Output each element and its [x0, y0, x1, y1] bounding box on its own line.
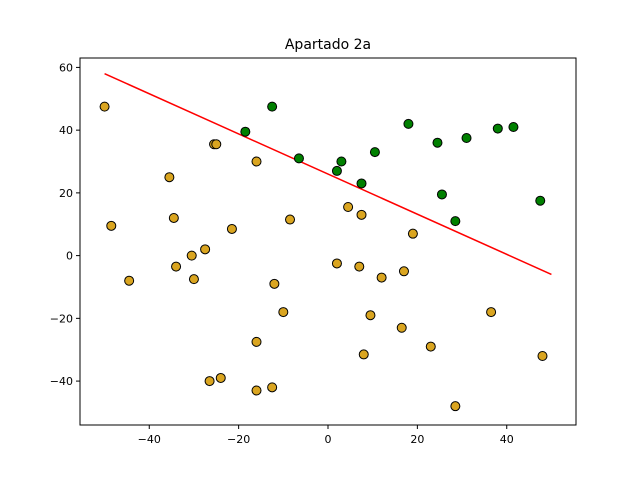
x-tick-label: 40 — [500, 433, 514, 446]
scatter-point — [285, 214, 296, 225]
scatter-point — [356, 178, 367, 189]
scatter-point — [450, 401, 461, 412]
scatter-point — [492, 123, 503, 134]
scatter-point — [106, 220, 117, 231]
scatter-point — [537, 350, 548, 361]
scatter-point — [336, 156, 347, 167]
scatter-point — [425, 341, 436, 352]
scatter-point — [164, 172, 175, 183]
scatter-point — [365, 310, 376, 321]
scatter-point — [450, 216, 461, 227]
scatter-point — [343, 201, 354, 212]
scatter-point — [226, 223, 237, 234]
scatter-point — [99, 101, 110, 112]
scatter-point — [403, 118, 414, 129]
x-tick-label: −40 — [138, 433, 161, 446]
scatter-point — [369, 147, 380, 158]
scatter-point — [171, 261, 182, 272]
scatter-point — [461, 132, 472, 143]
scatter-point — [251, 156, 262, 167]
y-tick-label: −20 — [50, 312, 73, 325]
x-tick-label: 20 — [410, 433, 424, 446]
x-tick-label: 0 — [325, 433, 332, 446]
scatter-point — [269, 278, 280, 289]
data-points — [99, 101, 548, 412]
scatter-point — [398, 266, 409, 277]
scatter-point — [376, 272, 387, 283]
scatter-point — [267, 382, 278, 393]
decision-line — [104, 72, 552, 276]
decision-boundary-layer — [104, 72, 552, 276]
axis-ticks: −40 −20 0 20 40 −40 −20 0 20 40 60 — [50, 61, 514, 446]
scatter-point — [436, 189, 447, 200]
scatter-point — [251, 336, 262, 347]
y-tick-label: 60 — [59, 61, 73, 74]
y-tick-label: 40 — [59, 124, 73, 137]
scatter-point — [508, 122, 519, 133]
scatter-point — [396, 322, 407, 333]
scatter-point — [278, 307, 289, 318]
scatter-point — [267, 101, 278, 112]
scatter-point — [240, 126, 251, 137]
y-tick-label: 20 — [59, 187, 73, 200]
scatter-point — [535, 195, 546, 206]
scatter-point — [215, 372, 226, 383]
x-tick-label: −20 — [227, 433, 250, 446]
plot-area-frame — [79, 57, 577, 426]
scatter-point — [293, 153, 304, 164]
scatter-point — [356, 209, 367, 220]
scatter-point — [204, 376, 215, 387]
scatter-point — [168, 212, 179, 223]
scatter-point — [331, 165, 342, 176]
scatter-point — [331, 258, 342, 269]
scatter-point — [211, 139, 222, 150]
y-tick-label: −40 — [50, 375, 73, 388]
y-tick-label: 0 — [66, 250, 73, 263]
scatter-point — [186, 250, 197, 261]
scatter-point — [251, 385, 262, 396]
scatter-point — [358, 349, 369, 360]
chart-title: Apartado 2a — [285, 37, 371, 53]
scatter-point — [407, 228, 418, 239]
scatter-point — [432, 137, 443, 148]
scatter-point — [200, 244, 211, 255]
scatter-point — [124, 275, 135, 286]
scatter-point — [354, 261, 365, 272]
scatter-point — [486, 307, 497, 318]
scatter-point — [188, 274, 199, 285]
